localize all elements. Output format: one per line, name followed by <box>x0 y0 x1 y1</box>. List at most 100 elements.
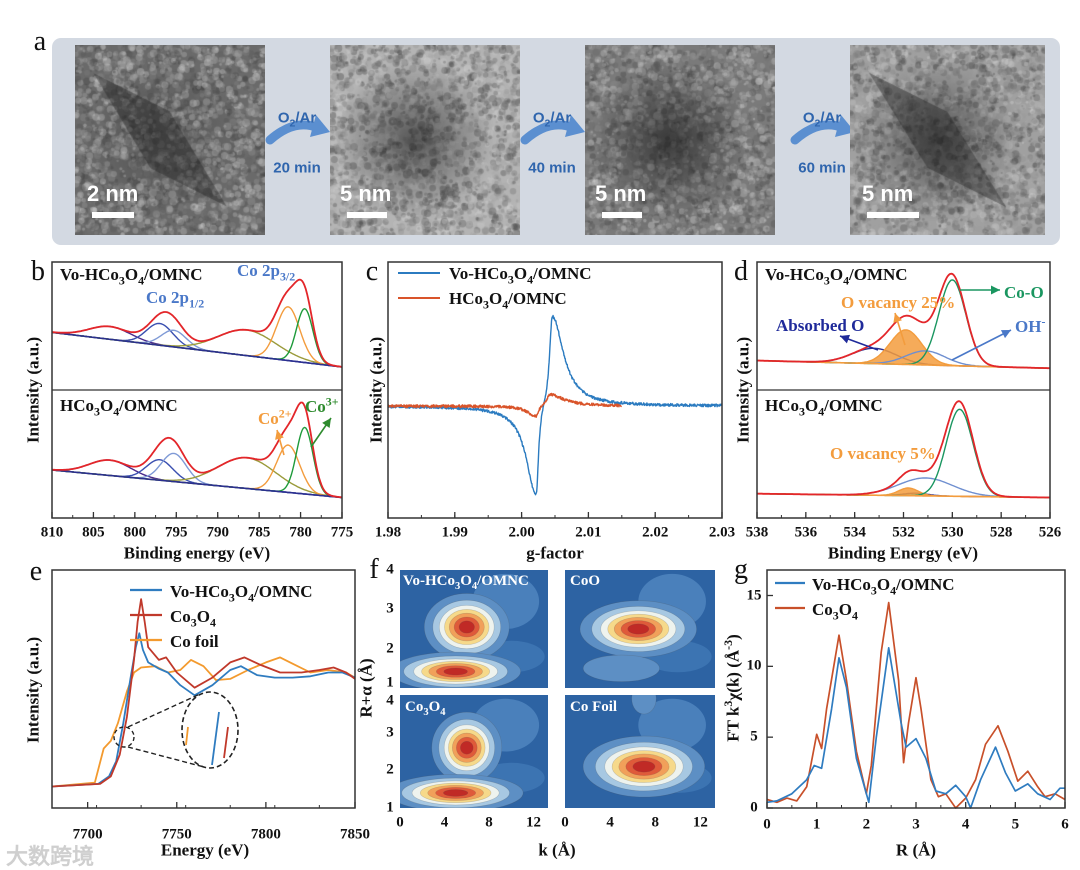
oh-arrow-head <box>1000 330 1011 339</box>
x-axis-label: g-factor <box>526 543 584 563</box>
heatmap-contour <box>631 695 657 715</box>
tem-image-20min <box>330 45 520 235</box>
panel-e-frame <box>51 569 356 809</box>
scale-bar <box>867 212 919 218</box>
tem-image-40min <box>585 45 775 235</box>
y-axis-label: Intensity (a.u.) <box>23 336 43 444</box>
panel-g-x-tick-label: 3 <box>912 816 920 833</box>
panel-label-b: b <box>31 256 45 287</box>
epr-curve <box>387 314 723 496</box>
annotation-absorbed-o: Absorbed O <box>776 316 865 335</box>
panel-b-x-tick-label: 780 <box>289 524 312 541</box>
panel-f-y-tick-label: 2 <box>386 640 394 657</box>
panel-c-x-tick-label: 2.01 <box>575 524 602 541</box>
panel-f-x-tick-label: 8 <box>651 814 659 831</box>
wavelet-heatmap <box>400 570 548 688</box>
panel-d-x-tick-label: 528 <box>989 524 1013 541</box>
scale-bar-label: 2 nm <box>87 181 139 206</box>
panel-label-c: c <box>365 256 379 287</box>
tem-image-initial <box>75 45 265 235</box>
scale-bar <box>347 212 387 218</box>
panel-d-x-tick-label: 534 <box>843 524 866 541</box>
panel-f-x-tick-label: 12 <box>692 814 708 831</box>
panel-b-x-tick-label: 810 <box>40 524 64 541</box>
process-arrow-head-icon <box>565 115 585 137</box>
xanes-curve <box>51 656 356 788</box>
panel-f-y-tick-label: 1 <box>386 799 394 816</box>
step-time-label: 40 min <box>528 159 576 177</box>
epr-curve <box>387 392 622 418</box>
panel-e-x-tick-label: 7850 <box>340 826 370 843</box>
annotation-co2p12: Co 2p1/2 <box>146 288 205 311</box>
panel-g-x-tick-label: 6 <box>1061 816 1069 833</box>
co-o-arrow-head <box>991 285 1000 295</box>
oh-arrow <box>951 329 1012 361</box>
x-axis-label: Binding energy (eV) <box>123 543 271 563</box>
subplot-title: HCo3O4/OMNC <box>60 396 178 419</box>
zoom-connector <box>127 693 201 728</box>
y-axis-label: FT k3χ(k) (Å-3) <box>720 634 743 742</box>
inset-curve <box>223 726 229 759</box>
panel-g-y-tick-label: 15 <box>746 587 762 603</box>
panel-g-x-tick-label: 5 <box>1011 816 1020 833</box>
panel-b-background-curve <box>51 331 343 368</box>
heatmap-contour <box>582 654 660 682</box>
panel-g-x-tick-label: 2 <box>862 816 871 833</box>
panel-e-x-tick-label: 7750 <box>161 826 192 843</box>
legend-label: Vo-HCo3O4/OMNC <box>170 582 313 605</box>
panel-b-envelope-curve <box>51 401 343 499</box>
annotation-co2plus: Co2+ <box>258 406 292 428</box>
heatmap-contour <box>460 740 474 755</box>
inset-curve <box>211 711 220 766</box>
panel-g-y-tick-label: 5 <box>750 728 758 745</box>
scale-bar-label: 5 nm <box>862 181 914 206</box>
panel-e-x-tick-label: 7800 <box>250 826 281 843</box>
panel-d-x-tick-label: 526 <box>1038 524 1062 541</box>
panel-label-f: f <box>369 554 379 585</box>
process-arrow-head-icon <box>310 115 330 137</box>
annotation-o-vacancy-25: O vacancy 25% <box>841 293 956 312</box>
heatmap-contour <box>627 623 650 635</box>
wavelet-heatmap <box>565 695 715 808</box>
panel-g-y-tick-label: 10 <box>746 657 762 674</box>
panel-d-x-tick-label: 538 <box>745 524 769 541</box>
heatmap-contour <box>443 667 468 676</box>
panel-f-y-tick-label: 3 <box>386 600 394 617</box>
legend-label: HCo3O4/OMNC <box>449 289 567 312</box>
legend-label: Co3O4 <box>170 607 216 630</box>
panel-b-x-tick-label: 785 <box>247 524 271 541</box>
absorbed-o-arrow-head <box>840 334 851 344</box>
annotation-o-vacancy-5: O vacancy 5% <box>830 444 936 463</box>
panel-d-filled-component <box>757 329 1050 369</box>
wavelet-heatmap <box>565 570 715 688</box>
annotation-co3plus: Co3+ <box>305 394 339 416</box>
panel-f-x-tick-label: 12 <box>526 814 542 831</box>
subplot-title: Vo-HCo3O4/OMNC <box>60 265 203 288</box>
panel-f-y-tick-label: 4 <box>386 561 394 578</box>
panel-b-x-tick-label: 805 <box>82 524 105 541</box>
x-axis-label: Binding Energy (eV) <box>827 543 979 563</box>
panel-d-x-tick-label: 536 <box>794 524 818 541</box>
co2plus-arrow-head <box>275 430 284 440</box>
heatmap-contour <box>632 760 656 773</box>
panel-f-y-tick-label: 3 <box>386 724 394 741</box>
heatmap-title: Co3O4 <box>405 699 446 718</box>
y-axis-label: Intensity (a.u.) <box>366 336 386 444</box>
panel-g-x-tick-label: 1 <box>812 816 821 833</box>
panel-d-x-tick-label: 530 <box>941 524 964 541</box>
panel-f-x-tick-label: 0 <box>396 814 404 831</box>
panel-label-g: g <box>734 554 748 585</box>
xanes-curve <box>51 632 356 788</box>
zoom-inset-ellipse <box>181 691 239 769</box>
zoom-region-circle <box>113 726 135 748</box>
panel-c-x-tick-label: 1.98 <box>374 524 402 541</box>
subplot-title: HCo3O4/OMNC <box>765 396 883 419</box>
xanes-curve <box>51 598 356 788</box>
panel-b-x-tick-label: 790 <box>206 524 229 541</box>
heatmap-title: Co Foil <box>570 699 618 715</box>
panel-label-d: d <box>734 256 748 287</box>
panel-c-x-tick-label: 2.00 <box>508 524 535 541</box>
y-axis-label: Intensity (a.u.) <box>733 336 753 444</box>
panel-g-x-tick-label: 0 <box>763 816 771 833</box>
scale-bar-label: 5 nm <box>340 181 392 206</box>
